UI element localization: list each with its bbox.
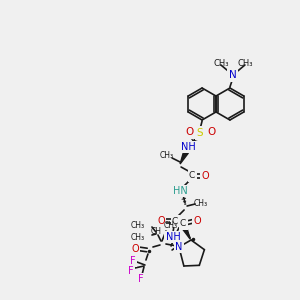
Text: CH: CH	[151, 226, 161, 236]
Text: O: O	[185, 127, 193, 137]
Text: F: F	[130, 256, 136, 266]
Text: CH₃: CH₃	[237, 59, 253, 68]
Text: NH: NH	[166, 232, 181, 242]
Text: O: O	[157, 216, 165, 226]
Text: CH₃: CH₃	[213, 59, 229, 68]
Text: C: C	[189, 172, 195, 181]
Text: S: S	[197, 128, 203, 138]
Text: C: C	[180, 220, 186, 229]
Text: F: F	[128, 266, 134, 276]
Text: O: O	[201, 171, 209, 181]
Text: CH₃: CH₃	[160, 151, 174, 160]
Text: O: O	[193, 216, 201, 226]
Text: CH₃: CH₃	[131, 220, 145, 230]
Polygon shape	[180, 151, 188, 164]
Text: HN: HN	[173, 186, 188, 196]
Polygon shape	[182, 226, 190, 239]
Text: O: O	[131, 244, 139, 254]
Text: O: O	[207, 127, 215, 137]
Text: NH: NH	[181, 142, 196, 152]
Text: F: F	[138, 274, 144, 284]
Text: N: N	[229, 70, 237, 80]
Text: CH₃: CH₃	[194, 199, 208, 208]
Text: CH₃: CH₃	[164, 220, 178, 230]
Text: C: C	[172, 217, 178, 226]
Text: CH₃: CH₃	[131, 232, 145, 242]
Text: N: N	[175, 242, 183, 252]
